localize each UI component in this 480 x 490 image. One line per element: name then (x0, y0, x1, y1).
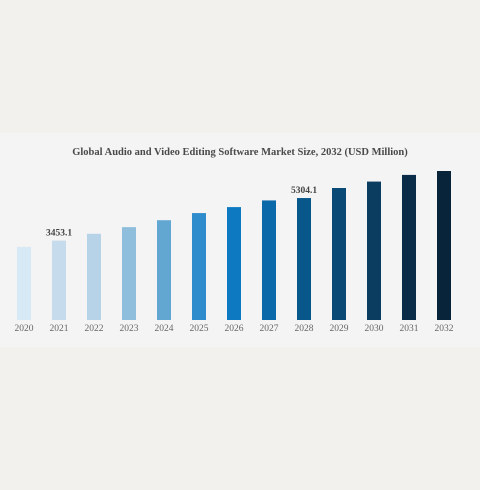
x-tick-label-2029: 2029 (330, 324, 349, 334)
bar-chart: 2020 2021 3453.1 2022 2023 2024 2025 2026 2027 20… (15, 171, 454, 334)
x-tick-label-2026: 2026 (225, 324, 244, 334)
data-label-2021: 3453.1 (46, 229, 72, 239)
x-tick-label-2023: 2023 (120, 324, 139, 334)
chart-title: Global Audio and Video Editing Software … (72, 147, 408, 158)
bar-2021 (52, 240, 66, 320)
x-tick-label-2025: 2025 (190, 324, 209, 334)
bar-2026 (227, 207, 241, 320)
x-tick-label-2020: 2020 (15, 324, 34, 334)
bar-2027 (262, 200, 276, 320)
x-tick-label-2032: 2032 (435, 324, 454, 334)
bar-2020 (17, 246, 31, 320)
bar-2032 (437, 171, 451, 320)
bar-2031 (402, 174, 416, 320)
x-tick-label-2028: 2028 (295, 324, 314, 334)
bar-2024 (157, 220, 171, 320)
x-tick-label-2022: 2022 (85, 324, 104, 334)
chart-panel: Global Audio and Video Editing Software … (0, 133, 480, 347)
x-tick-label-2027: 2027 (260, 324, 279, 334)
bar-2025 (192, 213, 206, 320)
bar-2029 (332, 188, 346, 320)
bar-2022 (87, 233, 101, 320)
x-tick-label-2024: 2024 (155, 324, 174, 334)
data-label-2028: 5304.1 (291, 186, 317, 196)
bar-2030 (367, 181, 381, 320)
x-tick-label-2030: 2030 (365, 324, 384, 334)
bar-2023 (122, 227, 136, 320)
x-tick-label-2021: 2021 (50, 324, 69, 334)
bar-2028 (297, 198, 311, 320)
x-tick-label-2031: 2031 (400, 324, 419, 334)
